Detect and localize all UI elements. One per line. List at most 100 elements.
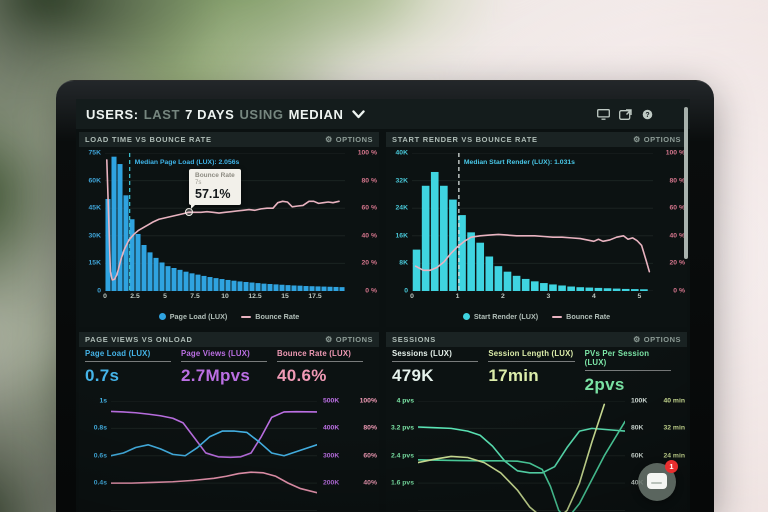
- vertical-scrollbar[interactable]: [684, 107, 688, 259]
- legend-dot-icon: [158, 313, 166, 320]
- plot-area: Median Start Render (LUX): 1.031s: [412, 153, 653, 291]
- metric-page-load: Page Load (LUX) 0.7s: [85, 349, 181, 393]
- x-tick-label: 2.5: [130, 293, 140, 300]
- axis-label: 500K: [323, 397, 340, 405]
- gear-icon: ⚙: [325, 134, 333, 144]
- panel-title: LOAD TIME VS BOUNCE RATE: [85, 135, 212, 144]
- axis-label: 200K: [323, 479, 340, 487]
- options-button[interactable]: ⚙ OPTIONS: [633, 335, 681, 344]
- display-icon[interactable]: [597, 108, 610, 120]
- gear-icon: ⚙: [325, 334, 333, 344]
- panel-load-time-vs-bounce-rate: LOAD TIME VS BOUNCE RATE ⚙ OPTIONS Media…: [79, 132, 379, 327]
- chevron-down-icon: [351, 109, 365, 118]
- axis-label: 40 %: [669, 232, 686, 240]
- x-tick-label: 4: [591, 293, 596, 300]
- axis-label: 100K: [631, 397, 648, 405]
- axis-label: 60K: [88, 177, 101, 185]
- x-tick-label: 12.5: [248, 293, 262, 300]
- metric-value: 2pvs: [584, 375, 625, 394]
- metrics-row: Page Load (LUX) 0.7s Page Views (LUX) 2.…: [85, 349, 373, 393]
- axis-label: 4 pvs: [396, 397, 414, 405]
- metric-session-length: Session Length (LUX) 17min: [488, 349, 584, 393]
- axis-label: 30K: [88, 232, 101, 240]
- axis-label: 0.4s: [93, 479, 107, 487]
- axis-label: 1s: [99, 397, 107, 405]
- panel-title: SESSIONS: [392, 335, 436, 344]
- chart-legend: Start Render (LUX) Bounce Rate: [386, 312, 687, 321]
- metric-label: PVs Per Session (LUX): [584, 349, 671, 371]
- x-tick-label: 0: [103, 293, 107, 300]
- plot-area: Median Page Load (LUX): 2.056s Bounce Rat…: [105, 153, 345, 291]
- chart-start-render: Median Start Render (LUX): 1.031s 40K 32K 2…: [386, 147, 687, 327]
- legend-item[interactable]: Bounce Rate: [241, 312, 299, 321]
- options-button[interactable]: ⚙ OPTIONS: [325, 135, 373, 144]
- x-tick-label: 5: [163, 293, 167, 300]
- panel-header: SESSIONS ⚙ OPTIONS: [386, 332, 687, 347]
- axis-label: 40 min: [663, 397, 685, 405]
- axis-label: 40K: [395, 149, 408, 157]
- axis-label: 32 min: [663, 424, 685, 432]
- header-toolbar: ?: [597, 108, 654, 120]
- axis-label: 0 %: [365, 287, 377, 295]
- metric-sessions: Sessions (LUX) 479K: [392, 349, 488, 393]
- metric-label: Page Views (LUX): [181, 349, 267, 362]
- metric-label: Sessions (LUX): [392, 349, 479, 362]
- legend-line-icon: [241, 315, 252, 318]
- options-label: OPTIONS: [335, 135, 373, 144]
- axis-label: 60 %: [669, 204, 686, 212]
- axis-label: 16K: [395, 232, 408, 240]
- axis-label: 40K: [631, 480, 643, 487]
- axis-label: 15K: [88, 259, 101, 267]
- period-dropdown[interactable]: USERS: LAST 7 DAYS USING MEDIAN: [86, 107, 365, 122]
- metric-value: 17min: [488, 366, 539, 385]
- laptop: USERS: LAST 7 DAYS USING MEDIAN ?: [56, 80, 714, 512]
- legend-item[interactable]: Bounce Rate: [552, 312, 610, 321]
- tooltip: Bounce Rate 7s 57.1%: [189, 169, 241, 210]
- panel-header: START RENDER VS BOUNCE RATE ⚙ OPTIONS: [386, 132, 687, 147]
- gear-icon: ⚙: [633, 334, 641, 344]
- metric-value: 479K: [392, 366, 434, 385]
- help-icon[interactable]: ?: [641, 109, 654, 120]
- chart-load-time: Median Page Load (LUX): 2.056s Bounce Rat…: [79, 147, 379, 327]
- x-tick-label: 10: [221, 293, 229, 300]
- axis-label: 24K: [395, 204, 408, 212]
- title-median: MEDIAN: [288, 106, 344, 122]
- axis-label: 75K: [88, 149, 101, 157]
- plot-area: [418, 401, 625, 512]
- legend-item[interactable]: Page Load (LUX): [158, 312, 227, 321]
- panel-start-render-vs-bounce-rate: START RENDER VS BOUNCE RATE ⚙ OPTIONS Me…: [386, 132, 687, 327]
- dashboard-grid: LOAD TIME VS BOUNCE RATE ⚙ OPTIONS Media…: [79, 132, 687, 512]
- options-label: OPTIONS: [335, 335, 373, 344]
- legend-label: Start Render (LUX): [473, 312, 539, 321]
- app-header: USERS: LAST 7 DAYS USING MEDIAN ?: [76, 99, 690, 129]
- chat-notification-badge: 1: [665, 460, 678, 473]
- options-button[interactable]: ⚙ OPTIONS: [325, 335, 373, 344]
- line-chart-svg: [418, 401, 625, 512]
- right-axis: 100K 80K 60K 40K: [631, 397, 657, 512]
- metric-pvs-per-session: PVs Per Session (LUX) 2pvs: [584, 349, 681, 394]
- chat-launcher-button[interactable]: 1: [638, 460, 678, 501]
- metric-value: 40.6%: [277, 366, 327, 385]
- median-annotation: Median Start Render (LUX): 1.031s: [463, 158, 575, 166]
- axis-label: 0 %: [673, 287, 685, 295]
- histogram-svg: [412, 153, 653, 291]
- line-chart-svg: [111, 401, 317, 512]
- panel-header: PAGE VIEWS VS ONLOAD ⚙ OPTIONS: [79, 332, 379, 347]
- legend-line-icon: [552, 315, 563, 318]
- legend-label: Bounce Rate: [255, 312, 300, 321]
- title-last: LAST: [143, 106, 181, 122]
- axis-label: 32K: [395, 177, 408, 185]
- options-button[interactable]: ⚙ OPTIONS: [633, 135, 681, 144]
- axis-label: 20 %: [361, 259, 378, 267]
- metric-label: Session Length (LUX): [488, 349, 575, 362]
- title-users: USERS:: [86, 106, 139, 122]
- share-icon[interactable]: [619, 108, 632, 120]
- chart-sessions: 4 pvs 3.2 pvs 2.4 pvs 1.6 pvs 100K 80K 60K 40K 4…: [386, 395, 687, 512]
- plot-area: [111, 401, 317, 512]
- axis-label: 0: [404, 287, 408, 295]
- options-label: OPTIONS: [643, 335, 681, 344]
- title-7days: 7 DAYS: [185, 106, 235, 122]
- legend-item[interactable]: Start Render (LUX): [462, 312, 539, 321]
- panel-title: START RENDER VS BOUNCE RATE: [392, 135, 538, 144]
- chat-bubble-icon: [647, 473, 667, 489]
